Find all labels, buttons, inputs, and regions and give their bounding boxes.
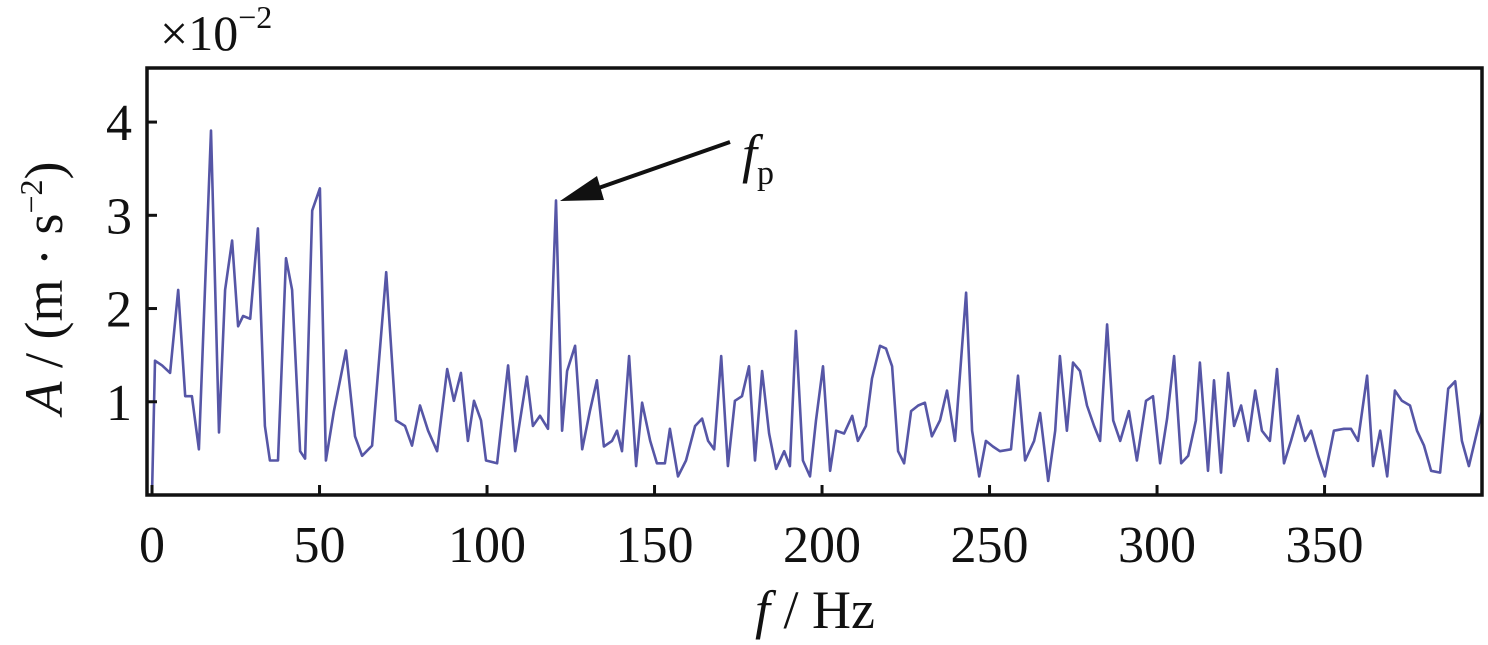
x-tick-label: 50: [294, 517, 346, 574]
y-tick-label: 1: [106, 375, 132, 432]
multiplier-base: ×10: [160, 5, 238, 61]
y-axis-label: A / (m · s−2): [13, 161, 74, 417]
x-tick-label: 350: [1286, 517, 1364, 574]
data-line: [150, 129, 1484, 496]
y-label-unit: / (m · s: [14, 214, 74, 382]
plot-frame: [145, 66, 1484, 497]
x-tick-label: 300: [1118, 517, 1196, 574]
x-tick-label: 0: [139, 517, 165, 574]
y-tick-label: 3: [106, 188, 132, 245]
y-label-close: ): [14, 161, 74, 179]
y-label-exp: −2: [13, 179, 49, 213]
y-tick-label: 4: [106, 95, 132, 152]
multiplier-exp: −2: [238, 0, 272, 35]
x-label-unit: / Hz: [770, 580, 875, 640]
y-tick-label: 2: [106, 282, 132, 339]
annotation: fp: [742, 124, 774, 192]
x-tick-label: 250: [951, 517, 1029, 574]
x-axis-label: f / Hz: [755, 580, 875, 640]
annotation-arrowhead: [560, 176, 604, 201]
x-tick-label: 200: [783, 517, 861, 574]
y-label-var: A: [14, 381, 74, 418]
annotation-sub: p: [757, 155, 774, 192]
annotation-arrow: [589, 140, 731, 193]
x-tick-label: 100: [448, 517, 526, 574]
multiplier: ×10−2: [160, 0, 272, 61]
x-tick-label: 150: [616, 517, 694, 574]
